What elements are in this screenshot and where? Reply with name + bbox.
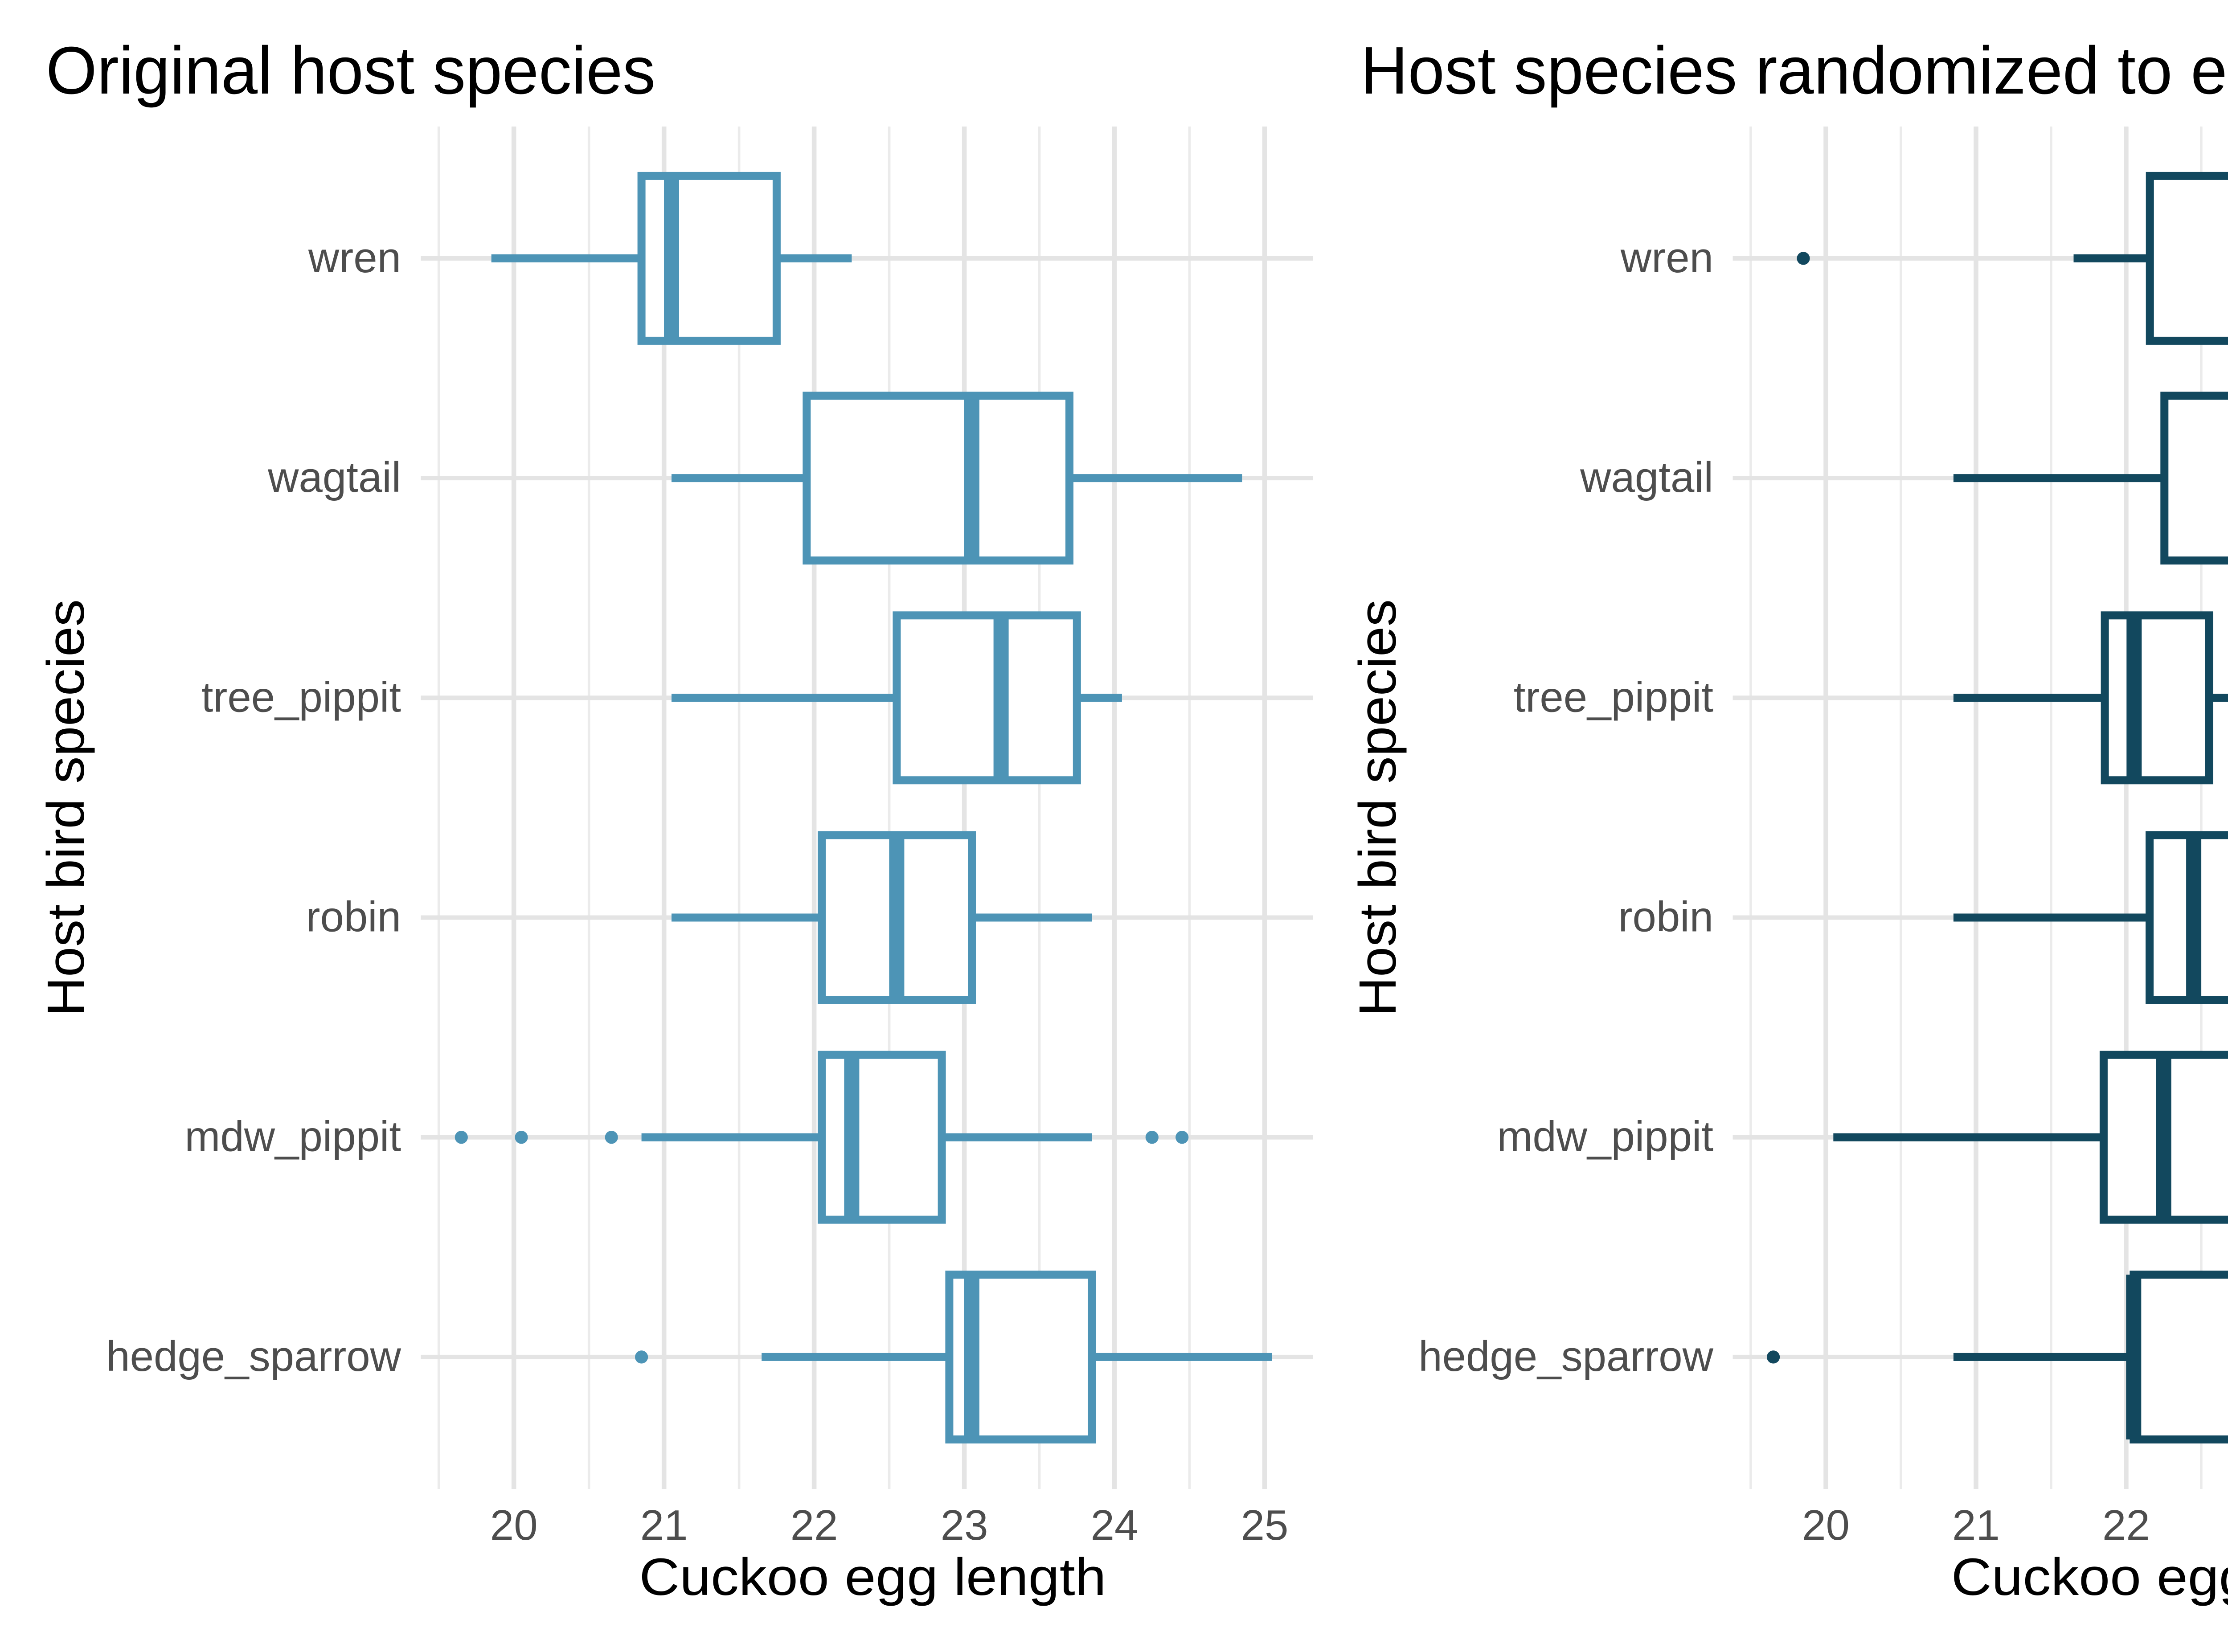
svg-text:21: 21	[1952, 1501, 2000, 1549]
svg-text:hedge_sparrow: hedge_sparrow	[1418, 1333, 1713, 1380]
svg-text:Cuckoo egg length: Cuckoo egg length	[1951, 1548, 2228, 1607]
svg-text:wren: wren	[308, 234, 401, 282]
svg-text:25: 25	[1241, 1501, 1289, 1549]
svg-text:23: 23	[941, 1501, 988, 1549]
svg-text:Host species randomized to egg: Host species randomized to egg length	[1360, 33, 2228, 108]
svg-text:mdw_pippit: mdw_pippit	[1497, 1113, 1713, 1161]
svg-text:mdw_pippit: mdw_pippit	[184, 1113, 401, 1161]
svg-text:Original host species: Original host species	[46, 33, 655, 108]
svg-text:wagtail: wagtail	[267, 454, 401, 501]
svg-text:22: 22	[790, 1501, 838, 1549]
svg-text:tree_pippit: tree_pippit	[201, 673, 401, 721]
svg-text:20: 20	[1802, 1501, 1850, 1549]
svg-text:wagtail: wagtail	[1580, 454, 1713, 501]
svg-text:Host bird species: Host bird species	[37, 599, 95, 1016]
svg-text:robin: robin	[1618, 893, 1713, 941]
svg-text:robin: robin	[306, 893, 401, 941]
svg-text:20: 20	[490, 1501, 538, 1549]
svg-text:24: 24	[1091, 1501, 1139, 1549]
svg-text:tree_pippit: tree_pippit	[1514, 673, 1713, 721]
svg-text:hedge_sparrow: hedge_sparrow	[106, 1333, 401, 1380]
svg-text:22: 22	[2102, 1501, 2150, 1549]
svg-text:wren: wren	[1620, 234, 1713, 282]
svg-text:21: 21	[640, 1501, 688, 1549]
svg-text:Host bird species: Host bird species	[1348, 599, 1407, 1016]
svg-text:Cuckoo egg length: Cuckoo egg length	[639, 1548, 1106, 1607]
